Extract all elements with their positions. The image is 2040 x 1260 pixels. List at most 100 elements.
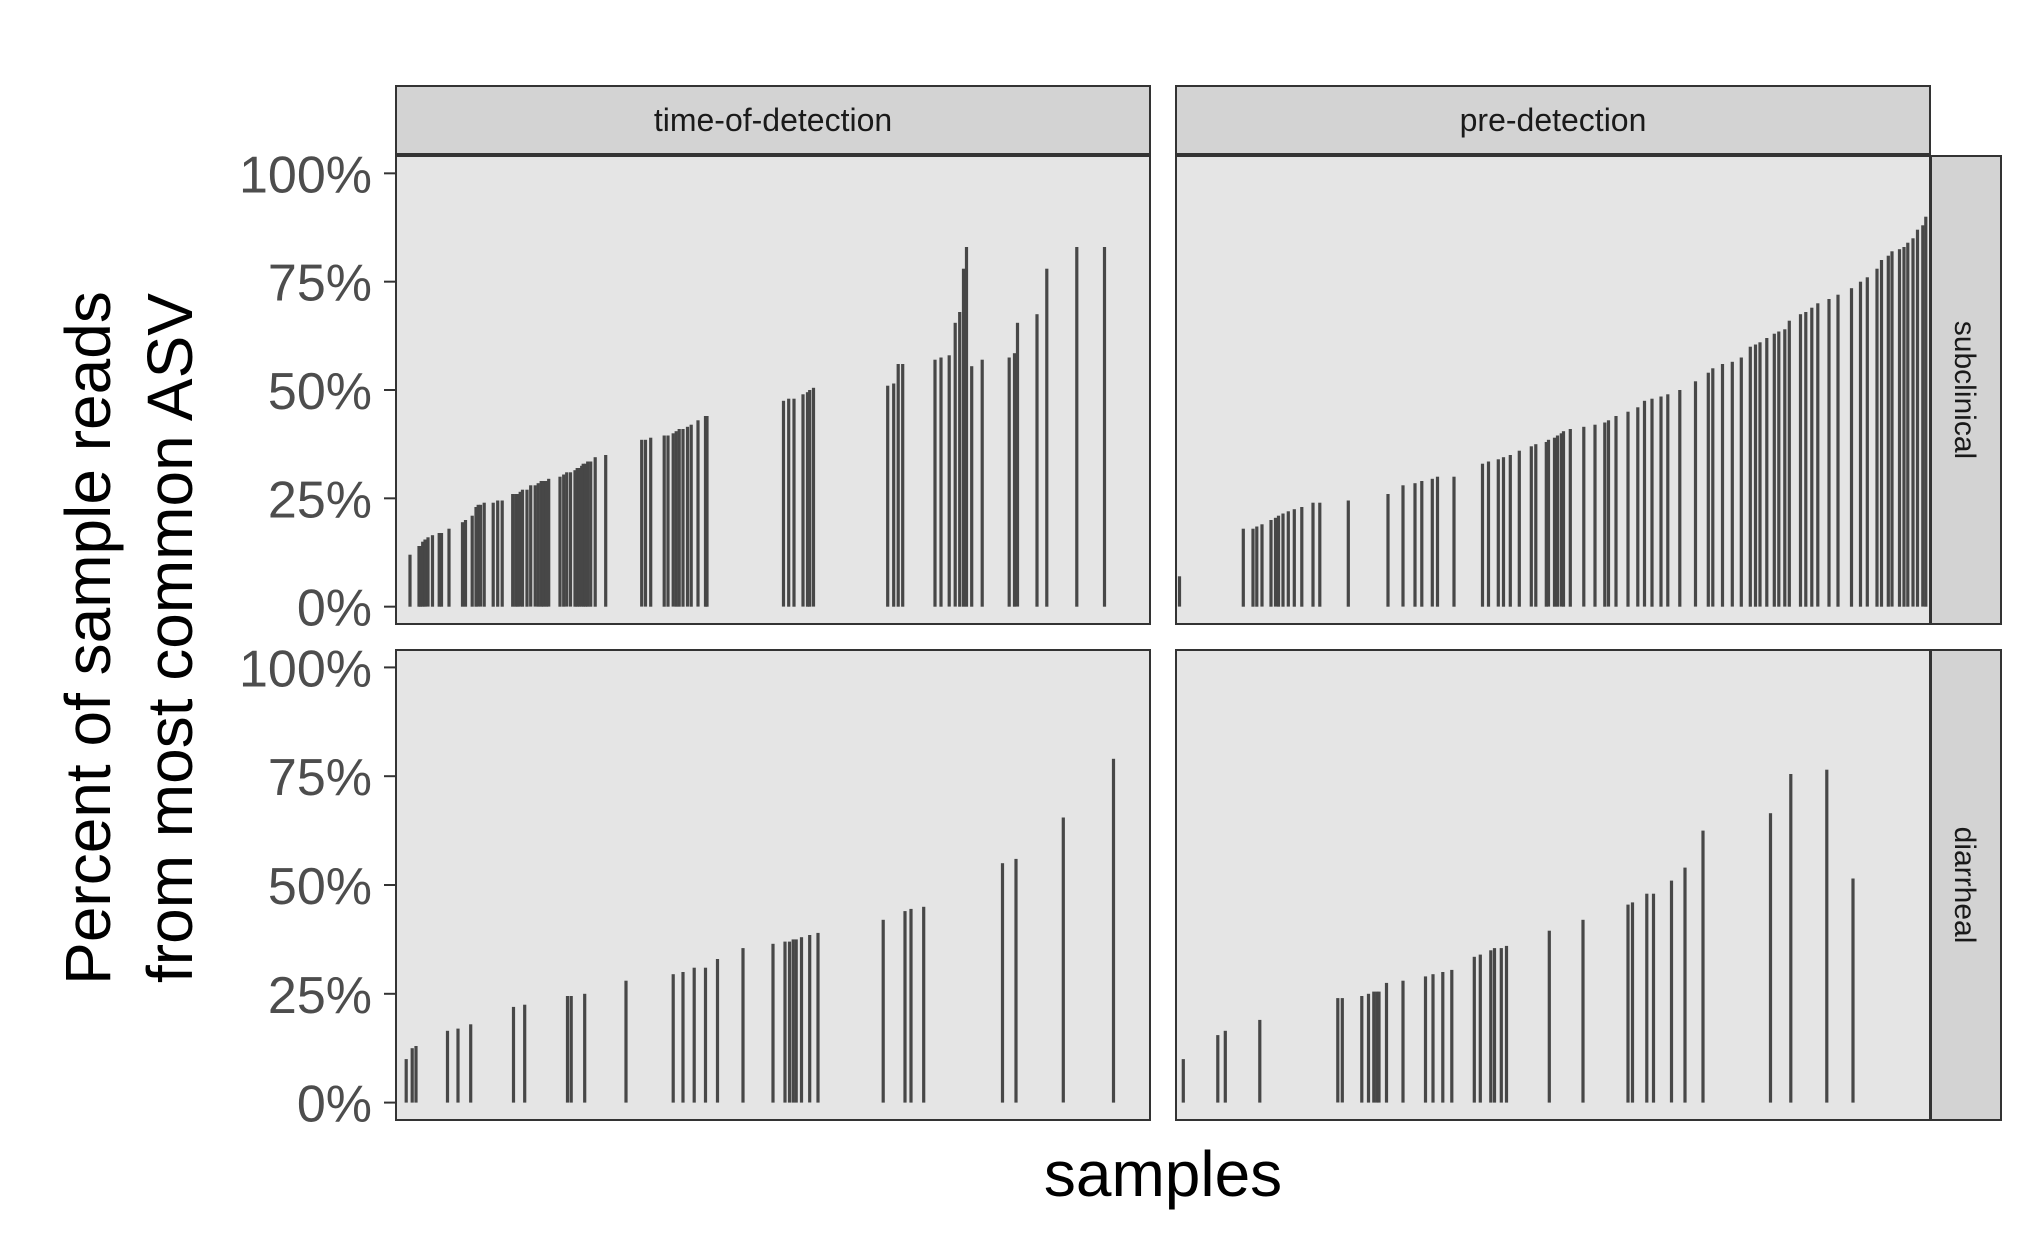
y-axis-diarrheal: 0% 25% 50% 75% 100% [239, 640, 396, 1134]
bar [1669, 880, 1674, 1103]
bar [565, 996, 570, 1103]
bar [1007, 357, 1011, 607]
bar [1614, 416, 1618, 607]
bar [558, 476, 562, 607]
bar [1431, 974, 1435, 1103]
bar [1626, 411, 1630, 607]
bar [781, 400, 786, 607]
bar [439, 533, 444, 607]
bar [1181, 1059, 1185, 1103]
bar [476, 504, 480, 607]
bar [624, 980, 628, 1103]
bar [1921, 225, 1925, 607]
bar [677, 429, 681, 607]
bar [1911, 238, 1915, 607]
y-axis-title-line-1: Percent of sample reads [52, 291, 124, 985]
strip-col-2 [1175, 85, 1931, 155]
bar [964, 247, 969, 607]
bar [1504, 945, 1509, 1103]
bar [604, 455, 608, 607]
bar [1798, 314, 1803, 607]
bar [447, 528, 451, 607]
bar [536, 483, 540, 607]
bar [1260, 524, 1264, 607]
bar [539, 481, 543, 607]
panel-pre-detection-subclinical [1175, 155, 1931, 625]
strip-row-2 [1930, 649, 2002, 1121]
bar [715, 959, 720, 1103]
panel-time-of-detection-diarrheal [395, 649, 1151, 1121]
bar [1360, 996, 1364, 1103]
bar [901, 364, 905, 607]
strip-col-1 [395, 85, 1151, 155]
bar [1111, 758, 1116, 1103]
bar [511, 494, 515, 607]
bar [1777, 331, 1781, 607]
bar [482, 502, 486, 607]
bar [1286, 511, 1290, 607]
y-tick-label: 50% [268, 858, 372, 916]
bar [1015, 322, 1020, 607]
bar [1546, 439, 1551, 607]
strip-row-2-label: diarrheal [1948, 827, 1981, 944]
bar [474, 507, 478, 607]
bar [1875, 268, 1879, 607]
bar [1748, 346, 1752, 607]
bar [1568, 429, 1572, 607]
bar [583, 463, 588, 607]
bar [961, 268, 966, 607]
bar [577, 468, 582, 607]
bar [692, 967, 696, 1103]
bar [1292, 509, 1296, 607]
bar [575, 468, 579, 607]
panel-background [1175, 649, 1931, 1121]
bar [496, 500, 500, 607]
bar [903, 911, 907, 1103]
y-tick-label: 25% [268, 967, 372, 1025]
strip-col-1-label: time-of-detection [654, 102, 892, 138]
bar [1401, 980, 1405, 1103]
bar [808, 390, 812, 607]
bar [523, 1004, 527, 1103]
bar [500, 500, 504, 607]
bar [533, 485, 537, 607]
bar [1061, 817, 1065, 1103]
bar [703, 967, 708, 1103]
bar [1386, 494, 1390, 607]
bar [1739, 357, 1743, 607]
bar [1241, 528, 1245, 607]
bar [1420, 481, 1424, 607]
bar [437, 533, 441, 607]
bar [529, 485, 533, 607]
bar [666, 435, 670, 607]
bar [671, 974, 675, 1103]
bar [1765, 338, 1769, 607]
bar [892, 383, 896, 607]
bar [886, 385, 890, 607]
y-tick-label: 100% [239, 640, 372, 698]
bar [1102, 247, 1107, 607]
bar [1045, 268, 1049, 607]
bar [1804, 312, 1808, 607]
bar [1508, 455, 1512, 607]
bar [1435, 476, 1440, 607]
bar [423, 539, 427, 607]
bar [1014, 858, 1018, 1103]
bar [685, 426, 690, 607]
bar [1547, 930, 1551, 1103]
bar [787, 941, 792, 1103]
y-tick-label: 0% [297, 580, 372, 638]
y-axis-title-line-2: from most common ASV [134, 293, 206, 983]
bar [649, 437, 653, 607]
bar [518, 491, 522, 607]
bar [1281, 513, 1285, 607]
bar [1626, 904, 1630, 1103]
bar [1706, 372, 1710, 607]
bar [980, 359, 984, 607]
bar [516, 494, 520, 607]
bar [1486, 461, 1491, 607]
bar [783, 941, 787, 1103]
bar [671, 433, 675, 607]
bar [1559, 433, 1563, 607]
bar [1336, 998, 1340, 1103]
